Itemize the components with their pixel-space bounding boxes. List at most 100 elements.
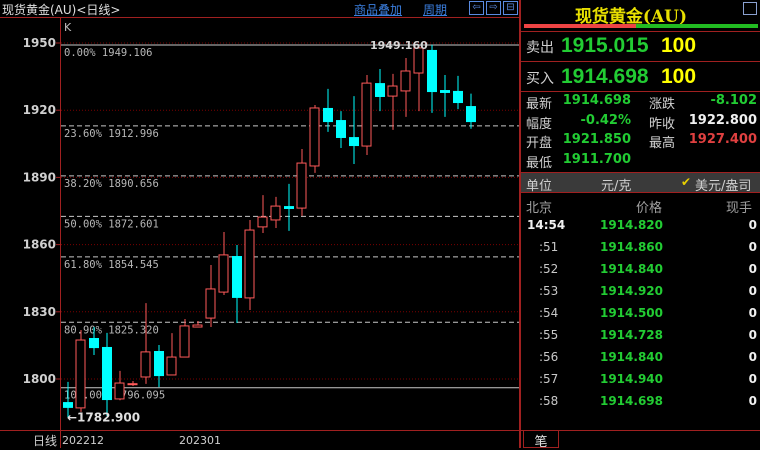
- candle-body: [75, 339, 86, 409]
- tick-time: :58: [539, 394, 559, 408]
- tick-time: :52: [539, 262, 559, 276]
- candle: [154, 344, 164, 388]
- tick-header-price: 价格: [636, 201, 663, 216]
- candle: [440, 75, 450, 117]
- tick-volume: 0: [748, 306, 757, 320]
- tick-time: :55: [539, 328, 559, 342]
- candle-body: [336, 120, 346, 138]
- bid-price: 1914.698: [561, 65, 649, 88]
- period-link[interactable]: 周期: [423, 3, 448, 17]
- stat-value: 1927.400: [688, 132, 757, 147]
- candle: [114, 370, 125, 401]
- tick-time: 14:54: [527, 218, 566, 232]
- stat-label: 幅度: [526, 116, 553, 132]
- fib-label: 61.80% 1854.545: [64, 259, 159, 271]
- y-tick-label: 1860: [23, 238, 56, 252]
- candle-body: [349, 137, 359, 147]
- tick-volume: 0: [748, 372, 757, 386]
- tick-row: :57 1914.940 0: [521, 370, 760, 390]
- candle: [296, 148, 307, 216]
- stat-value: 1921.850: [562, 132, 631, 147]
- tab-trades[interactable]: 笔: [523, 431, 559, 450]
- y-tick-label: 1920: [23, 103, 56, 117]
- stat-label: 最新: [526, 97, 553, 112]
- split-view-icon[interactable]: ⊟: [503, 1, 518, 15]
- tick-price: 1914.728: [599, 328, 663, 342]
- candle-body: [192, 324, 203, 328]
- candle-body: [400, 70, 411, 92]
- fib-label: 80.90% 1825.320: [64, 324, 159, 336]
- tick-volume: 0: [748, 284, 757, 298]
- fib-label: 23.60% 1912.996: [64, 128, 159, 140]
- arrow-right-icon[interactable]: ⇨: [486, 1, 501, 15]
- candle: [453, 75, 463, 110]
- tick-time: :54: [539, 306, 559, 320]
- tick-volume: 0: [748, 240, 757, 254]
- candle: [257, 195, 268, 233]
- tick-time: :53: [539, 284, 559, 298]
- arrow-left-icon[interactable]: ⇦: [469, 1, 484, 15]
- y-tick-label: 1950: [23, 36, 56, 50]
- unit-usd-option[interactable]: 美元/盎司: [695, 179, 752, 194]
- stat-label: 涨跌: [649, 97, 676, 112]
- tick-volume: 0: [748, 262, 757, 276]
- overlay-link[interactable]: 商品叠加: [354, 3, 403, 17]
- tick-time: :57: [539, 372, 559, 386]
- candle-body: [284, 206, 294, 209]
- tick-row: :51 1914.860 0: [521, 238, 760, 258]
- candle: [127, 381, 138, 386]
- tick-price: 1914.698: [599, 394, 663, 408]
- tick-time: :51: [539, 240, 559, 254]
- candle: [323, 88, 333, 132]
- unit-label: 单位: [526, 179, 553, 194]
- tick-row: :52 1914.840 0: [521, 260, 760, 280]
- bid-volume: 100: [661, 65, 697, 88]
- tick-volume: 0: [748, 350, 757, 364]
- candle-body: [387, 85, 398, 97]
- maximize-icon[interactable]: [743, 2, 757, 15]
- stat-value: -8.102: [710, 93, 757, 108]
- quote-title: 现货黄金(AU): [574, 7, 688, 27]
- candle-body: [154, 351, 164, 377]
- chart-header: 现货黄金(AU)<日线> 商品叠加 周期 ⇦ ⇨ ⊟: [0, 0, 519, 18]
- candle-body: [205, 288, 216, 319]
- candle: [218, 232, 229, 295]
- axis-divider: [60, 18, 61, 448]
- max-price-annotation: 1949.160: [370, 39, 428, 52]
- unit-cny-option[interactable]: 元/克: [601, 179, 632, 194]
- stat-label: 开盘: [526, 136, 553, 151]
- tick-price: 1914.840: [599, 262, 663, 276]
- stat-label: 最低: [526, 155, 553, 171]
- candle-body: [89, 338, 99, 349]
- candle: [375, 68, 385, 112]
- candle: [192, 320, 203, 328]
- ask-volume: 100: [661, 34, 697, 57]
- candle-body: [466, 106, 476, 123]
- tick-volume: 0: [748, 394, 757, 408]
- candle: [427, 44, 437, 113]
- quote-panel: 现货黄金(AU) 卖出 1915.015 100 买入 1914.698 100…: [519, 0, 760, 450]
- indicator-label: K: [64, 21, 72, 34]
- fib-label: 0.00% 1949.106: [64, 47, 153, 59]
- y-tick-label: 1830: [23, 305, 56, 319]
- y-tick-label: 1800: [23, 372, 56, 386]
- candlestick-chart[interactable]: 1950 1920 1890 1860 1830 1800 0.00% 1949.106 23…: [0, 18, 519, 430]
- candle-body: [296, 162, 307, 209]
- tick-row: :53 1914.920 0: [521, 282, 760, 302]
- candle-body: [218, 254, 229, 293]
- candle: [140, 303, 151, 384]
- x-axis: 日线 202212 202301: [0, 430, 519, 448]
- candle-body: [127, 383, 138, 386]
- candle: [232, 245, 242, 323]
- tick-volume: 0: [748, 218, 757, 232]
- ask-price: 1915.015: [561, 34, 649, 57]
- candle: [309, 105, 320, 173]
- tick-time: :56: [539, 350, 559, 364]
- tick-price: 1914.920: [599, 284, 663, 298]
- x-tick-label: 202212: [62, 434, 104, 447]
- x-tick-label: 202301: [179, 434, 221, 447]
- candle-body: [244, 229, 255, 299]
- unit-bar: 单位 元/克 ✔ 美元/盎司: [521, 172, 760, 194]
- candle: [102, 332, 112, 416]
- chart-title: 现货黄金(AU)<日线>: [2, 3, 121, 17]
